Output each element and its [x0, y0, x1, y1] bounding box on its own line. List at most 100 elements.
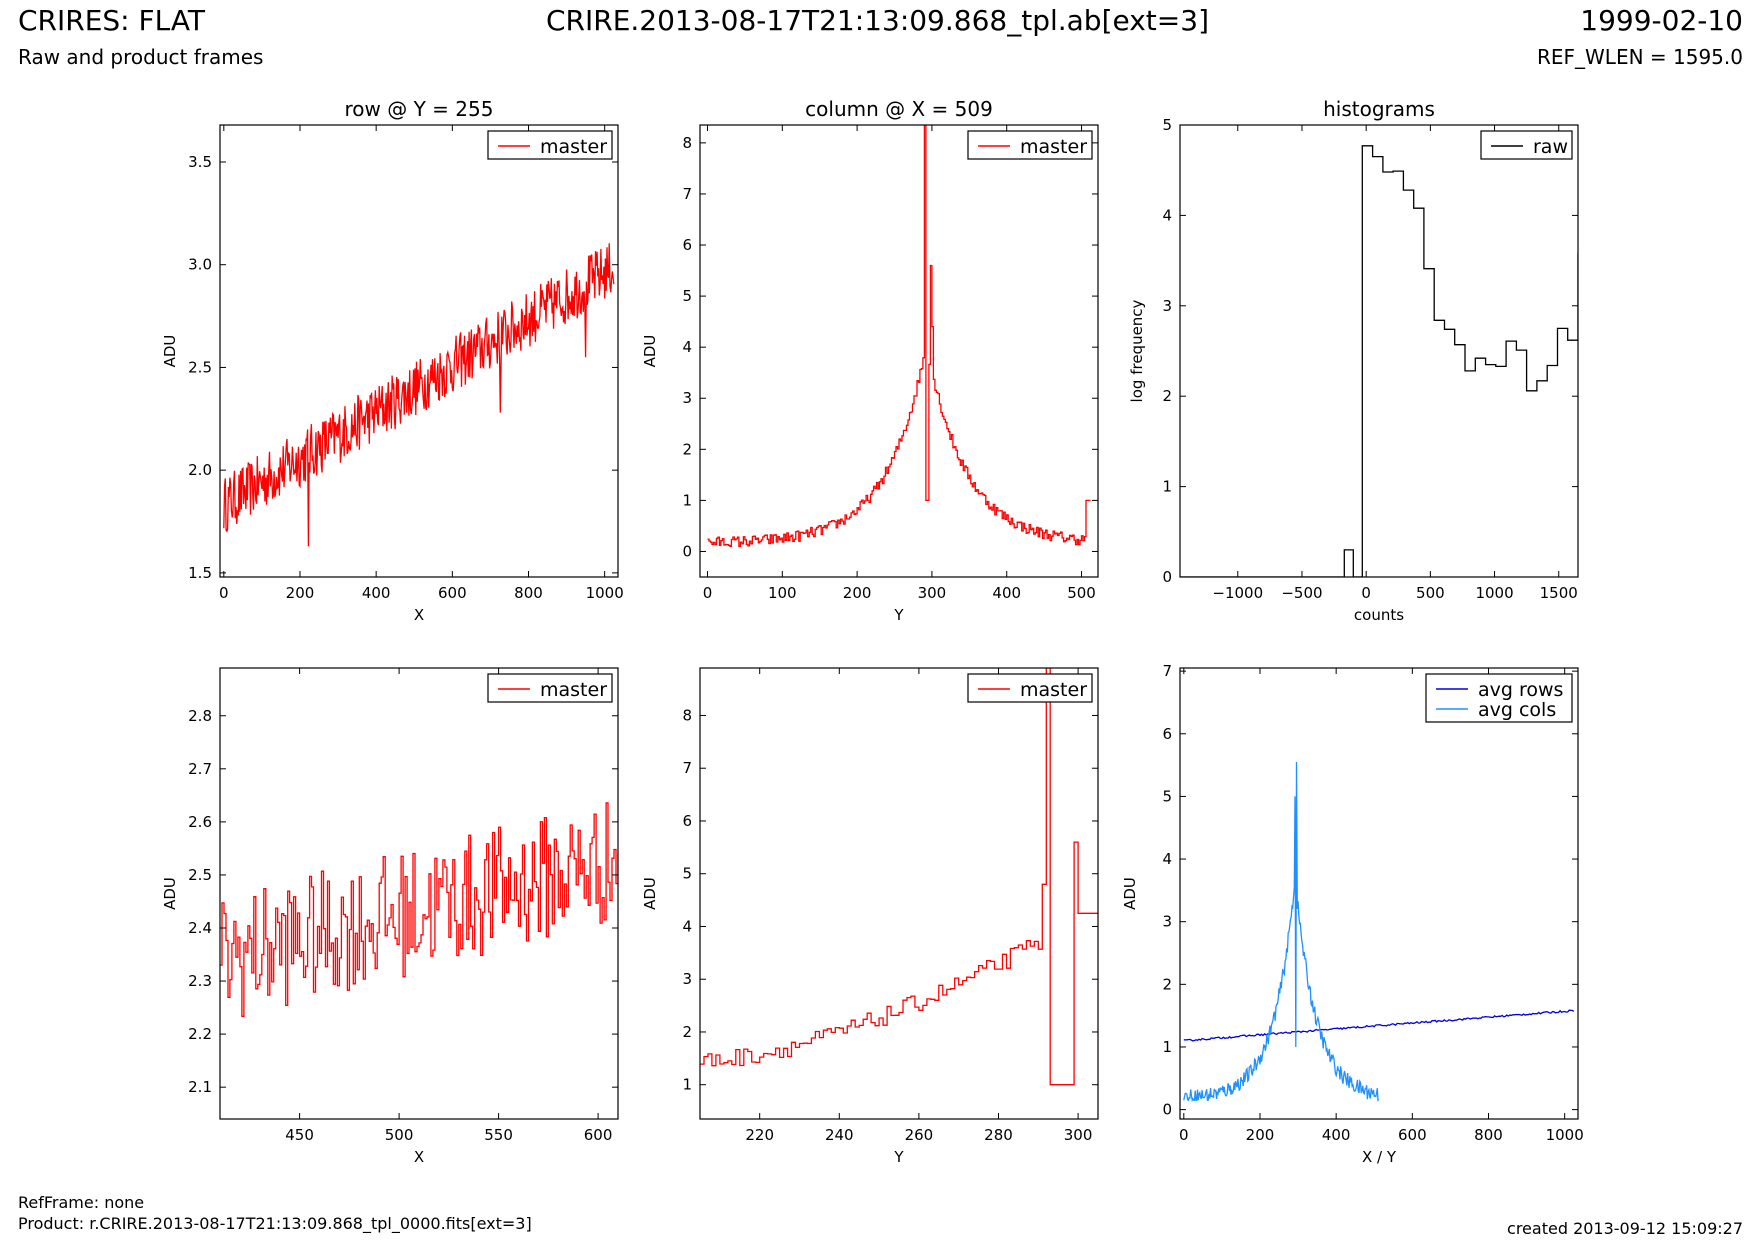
- x-tick-label: 0: [1179, 1126, 1189, 1144]
- y-tick-label: 2.1: [188, 1078, 212, 1096]
- y-tick-label: 2: [682, 1023, 692, 1041]
- x-tick-label: −1000: [1212, 584, 1263, 602]
- y-axis-label: ADU: [161, 877, 179, 910]
- y-tick-label: 5: [682, 287, 692, 305]
- series-master-line: [220, 802, 618, 1017]
- x-tick-label: 600: [1398, 1126, 1427, 1144]
- refframe-label: RefFrame: none: [18, 1193, 145, 1212]
- y-tick-label: 5: [1162, 116, 1172, 134]
- legend: master: [967, 673, 1093, 703]
- axes-frame: [1179, 124, 1579, 578]
- x-tick-label: 500: [385, 1126, 414, 1144]
- plot-title: row @ Y = 255: [345, 97, 494, 121]
- y-axis-label: ADU: [161, 335, 179, 368]
- y-tick-label: 4: [1162, 850, 1172, 868]
- axes-frame: [1179, 667, 1579, 1120]
- row-zoom-plot: 450 500 550 600 2.1 2.2 2.3 2.4 2.5 2.6 2.7 2.8 X ADU…: [161, 667, 619, 1166]
- date-label: 1999-02-10: [1580, 4, 1743, 37]
- axes-frame: [699, 124, 1099, 578]
- y-axis-label: log frequency: [1128, 299, 1146, 402]
- legend-label: master: [540, 679, 607, 701]
- x-tick-label: 200: [286, 584, 315, 602]
- series-avg-rows-line: [1183, 1009, 1575, 1042]
- ref-wlen-label: REF_WLEN = 1595.0: [1536, 45, 1743, 69]
- legend-label: avg cols: [1478, 699, 1556, 721]
- page-title: CRIRES: FLAT: [18, 4, 205, 37]
- x-tick-label: 600: [438, 584, 467, 602]
- x-tick-label: 300: [1064, 1126, 1093, 1144]
- legend-label: master: [540, 136, 607, 158]
- x-tick-label: −500: [1281, 584, 1322, 602]
- y-tick-label: 4: [1162, 206, 1172, 224]
- legend-label: raw: [1533, 136, 1568, 158]
- y-axis-label: ADU: [1121, 877, 1139, 910]
- axes-frame: [219, 667, 619, 1120]
- x-tick-label: 400: [992, 584, 1021, 602]
- x-axis-label: Y: [893, 606, 904, 624]
- y-tick-label: 3: [682, 970, 692, 988]
- y-tick-label: 6: [1162, 725, 1172, 743]
- x-tick-label: 260: [905, 1126, 934, 1144]
- y-axis-label: ADU: [641, 877, 659, 910]
- x-tick-label: 240: [825, 1126, 854, 1144]
- x-tick-label: 500: [1416, 584, 1445, 602]
- series-master-line: [223, 243, 615, 547]
- y-tick-label: 8: [682, 134, 692, 152]
- file-title: CRIRE.2013-08-17T21:13:09.868_tpl.ab[ext…: [545, 4, 1209, 37]
- x-tick-label: 400: [362, 584, 391, 602]
- y-tick-label: 3: [1162, 297, 1172, 315]
- histogram-plot: −1000 −500 0 500 1000 1500 0 1 2 3 4 5 histograms cou…: [1128, 97, 1579, 624]
- row-plot: 0 200 400 600 800 1000 1.5 2.0 2.5 3.0 3.5 row @ Y …: [161, 97, 624, 624]
- x-axis-label: X / Y: [1362, 1148, 1397, 1166]
- plot-title: column @ X = 509: [805, 97, 993, 121]
- legend-label: master: [1020, 679, 1087, 701]
- y-tick-label: 2.6: [188, 813, 212, 831]
- average-plot: 0 200 400 600 800 1000 0 1 2 3 4 5 6 7 X / Y ADU avg row…: [1121, 662, 1584, 1166]
- axes-frame: [699, 667, 1099, 1120]
- legend-label: master: [1020, 136, 1087, 158]
- y-tick-label: 3.0: [188, 256, 212, 274]
- x-tick-label: 800: [514, 584, 543, 602]
- y-tick-label: 2.8: [188, 707, 212, 725]
- y-tick-label: 1: [1162, 1038, 1172, 1056]
- product-label: Product: r.CRIRE.2013-08-17T21:13:09.868…: [18, 1214, 532, 1233]
- x-tick-label: 450: [285, 1126, 314, 1144]
- series-avg-cols-line: [1183, 761, 1380, 1103]
- x-tick-label: 500: [1067, 584, 1096, 602]
- y-tick-label: 2.2: [188, 1025, 212, 1043]
- y-tick-label: 7: [682, 185, 692, 203]
- y-tick-label: 0: [1162, 1101, 1172, 1119]
- y-tick-label: 5: [682, 865, 692, 883]
- legend: master: [487, 130, 613, 160]
- column-plot: 0 100 200 300 400 500 0 1 2 3 4 5 6 7 8 column @ X = 50…: [641, 97, 1099, 624]
- x-tick-label: 0: [1361, 584, 1371, 602]
- axes-frame: [219, 124, 619, 578]
- x-axis-label: counts: [1354, 606, 1404, 624]
- x-tick-label: 800: [1474, 1126, 1503, 1144]
- y-tick-label: 1: [682, 491, 692, 509]
- y-tick-label: 3: [1162, 913, 1172, 931]
- x-tick-label: 550: [484, 1126, 513, 1144]
- x-tick-label: 200: [1246, 1126, 1275, 1144]
- x-tick-label: 280: [984, 1126, 1013, 1144]
- column-zoom-plot: 220 240 260 280 300 1 2 3 4 5 6 7 8 Y ADU master: [641, 667, 1099, 1166]
- series-master-line: [707, 125, 1091, 548]
- y-tick-label: 2.0: [188, 461, 212, 479]
- y-tick-label: 3: [682, 389, 692, 407]
- y-tick-label: 2: [682, 440, 692, 458]
- x-axis-label: X: [414, 1148, 424, 1166]
- x-tick-label: 0: [703, 584, 713, 602]
- legend: master: [967, 130, 1093, 160]
- x-tick-label: 300: [918, 584, 947, 602]
- plot-title: histograms: [1323, 97, 1435, 121]
- y-tick-label: 1.5: [188, 564, 212, 582]
- y-tick-label: 2.4: [188, 919, 212, 937]
- y-tick-label: 2.5: [188, 866, 212, 884]
- y-tick-label: 2.7: [188, 760, 212, 778]
- legend: master: [487, 673, 613, 703]
- created-label: created 2013-09-12 15:09:27: [1507, 1219, 1743, 1238]
- y-tick-label: 7: [1162, 662, 1172, 680]
- y-tick-label: 1: [682, 1076, 692, 1094]
